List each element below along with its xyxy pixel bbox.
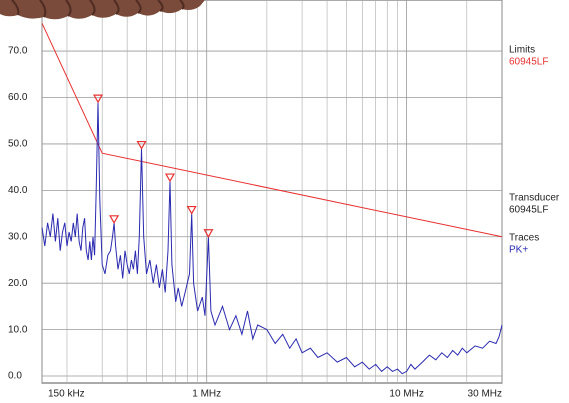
grid bbox=[41, 0, 503, 383]
y-tick-label: 0.0 bbox=[8, 371, 22, 382]
x-tick-label: 150 kHz bbox=[48, 389, 85, 400]
y-tick-label: 70.0 bbox=[8, 46, 28, 57]
peak-marker bbox=[92, 94, 104, 104]
legend-entry: 60945LF bbox=[509, 57, 548, 68]
legend-entry: 60945LF bbox=[509, 205, 548, 216]
legend-heading: Traces bbox=[509, 233, 539, 244]
torn-folds bbox=[11, 0, 185, 18]
peak-marker bbox=[164, 173, 176, 183]
legend-entry: PK+ bbox=[509, 245, 528, 256]
x-tick-label: 30 MHz bbox=[468, 389, 502, 400]
peak-marker bbox=[203, 229, 214, 238]
y-tick-label: 20.0 bbox=[8, 278, 28, 289]
decoration bbox=[0, 0, 205, 20]
series-line bbox=[41, 102, 503, 375]
plot bbox=[41, 22, 503, 375]
peak-marker bbox=[136, 140, 147, 150]
x-tick-label: 1 MHz bbox=[192, 389, 221, 400]
legend-heading: Transducer bbox=[509, 193, 560, 204]
series-line bbox=[41, 22, 503, 238]
y-tick-label: 30.0 bbox=[8, 231, 28, 242]
peak-marker bbox=[109, 215, 120, 225]
y-tick-label: 10.0 bbox=[8, 324, 28, 335]
peak-marker bbox=[186, 205, 197, 215]
plot-area bbox=[41, 0, 503, 384]
x-tick-label: 10 MHz bbox=[389, 389, 423, 400]
torn-image bbox=[0, 0, 205, 20]
y-tick-label: 40.0 bbox=[8, 185, 28, 196]
y-tick-label: 50.0 bbox=[8, 139, 28, 150]
legend-heading: Limits bbox=[509, 45, 535, 56]
y-tick-label: 60.0 bbox=[8, 92, 28, 103]
